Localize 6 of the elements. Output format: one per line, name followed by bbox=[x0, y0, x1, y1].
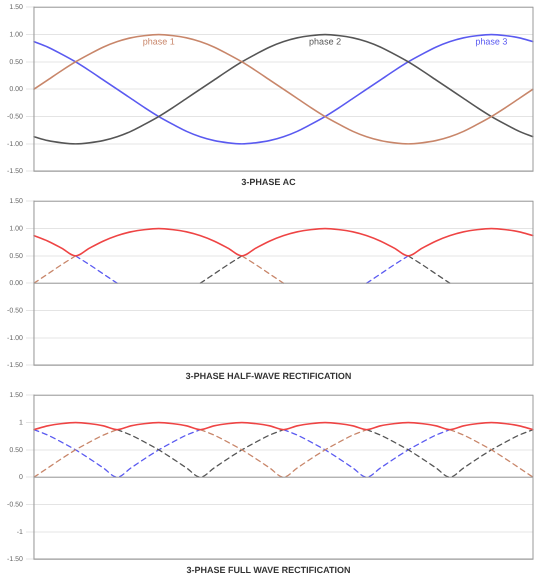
text: 3-PHASE HALF-WAVE RECTIFICATION bbox=[186, 371, 352, 382]
series-label: phase 2 bbox=[309, 36, 342, 47]
text: 3-PHASE FULL WAVE RECTIFICATION bbox=[186, 565, 351, 576]
text: 3-PHASE AC bbox=[241, 177, 296, 188]
series-label: phase 1 bbox=[142, 36, 175, 47]
series-label: phase 3 bbox=[475, 36, 508, 47]
